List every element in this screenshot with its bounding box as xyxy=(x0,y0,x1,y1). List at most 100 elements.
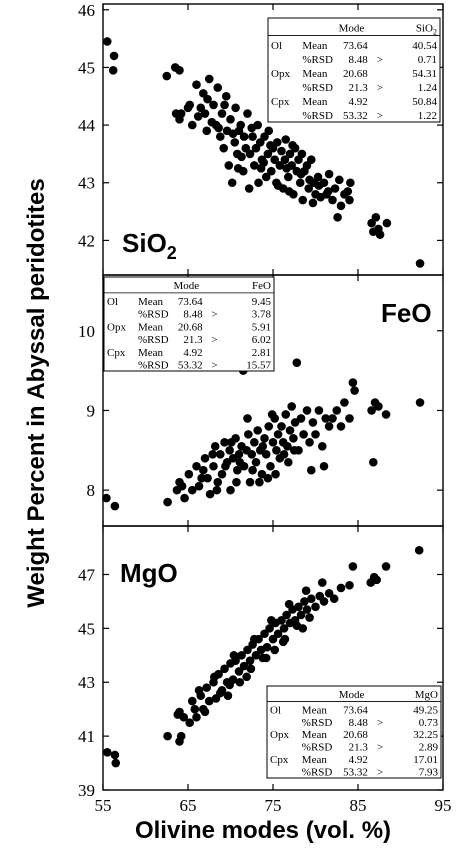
data-point xyxy=(207,117,217,127)
stats-table-cell: Opx xyxy=(270,729,289,741)
data-point xyxy=(371,213,381,222)
data-point xyxy=(194,686,204,695)
stats-table-cell: 40.54 xyxy=(412,40,437,52)
data-point xyxy=(414,545,424,555)
data-point xyxy=(285,149,295,159)
data-point xyxy=(199,465,208,475)
data-point xyxy=(194,481,204,491)
data-point xyxy=(226,115,235,124)
data-point xyxy=(375,230,385,239)
data-point xyxy=(333,213,342,222)
stats-table-cell: 73.64 xyxy=(343,704,368,716)
stats-table-cell: Mean xyxy=(302,68,328,80)
data-point xyxy=(264,126,274,136)
data-point xyxy=(328,414,337,423)
stats-table-cell: > xyxy=(211,359,217,371)
data-point xyxy=(236,120,245,130)
stats-table-cell: > xyxy=(211,334,217,346)
stats-table-cell: Cpx xyxy=(270,754,289,766)
data-point xyxy=(232,477,241,487)
data-point xyxy=(292,358,302,367)
data-point xyxy=(328,195,337,205)
data-point xyxy=(110,501,120,511)
panel-label-main: SiO xyxy=(122,228,167,258)
data-point xyxy=(227,178,237,188)
stats-table-cell: %RSD xyxy=(302,717,333,729)
data-point xyxy=(208,449,217,459)
stats-table-cell: 53.32 xyxy=(343,110,368,122)
stats-table-cell: 50.84 xyxy=(412,96,437,108)
stats-table-cell: %RSD xyxy=(138,309,169,321)
stats-table-cell: 2.89 xyxy=(419,742,439,754)
stats-table-cell: > xyxy=(377,54,383,66)
data-point xyxy=(302,605,312,614)
data-point xyxy=(192,712,201,722)
data-point xyxy=(301,586,311,595)
data-point xyxy=(192,461,201,471)
stats-table-cell: 2.81 xyxy=(252,347,271,359)
stats-table-cell: Ol xyxy=(270,704,281,716)
data-point xyxy=(308,418,318,427)
data-point xyxy=(282,164,291,173)
data-point xyxy=(348,378,358,387)
data-point xyxy=(273,629,283,639)
panel-mgo: 39 41 43 45 47 55 65 75 85 95 MgO Mode MgO Ol Mean 73.6… xyxy=(78,525,452,815)
y-tick-label: 9 xyxy=(87,401,96,420)
stats-table-header: Mode xyxy=(339,22,365,34)
data-point xyxy=(299,430,308,439)
data-point xyxy=(318,442,327,451)
data-point xyxy=(278,637,288,647)
stats-table-cell: > xyxy=(377,82,383,94)
y-tick-label: 44 xyxy=(78,116,96,135)
data-point xyxy=(245,656,255,665)
data-point xyxy=(415,259,425,268)
data-point xyxy=(187,120,197,130)
data-point xyxy=(324,589,334,598)
stats-table-header: SiO2 xyxy=(416,22,437,36)
data-point xyxy=(272,138,282,147)
data-point xyxy=(277,422,286,431)
data-point xyxy=(213,83,223,92)
data-point xyxy=(382,218,392,228)
data-point xyxy=(345,580,354,590)
data-point xyxy=(277,615,286,625)
data-point xyxy=(214,123,223,133)
data-point xyxy=(298,624,308,633)
data-point xyxy=(270,155,280,164)
stats-table-cell: Cpx xyxy=(271,96,290,108)
data-point xyxy=(217,469,227,479)
data-point xyxy=(200,453,210,463)
data-point xyxy=(261,449,271,459)
data-point xyxy=(313,172,323,182)
data-point xyxy=(324,169,334,179)
data-point xyxy=(369,457,378,467)
panel-label: MgO xyxy=(120,558,178,588)
data-point xyxy=(237,651,246,660)
data-point xyxy=(258,442,268,451)
y-tick-label: 43 xyxy=(78,673,95,692)
data-point xyxy=(251,651,261,660)
data-point xyxy=(324,422,334,431)
stats-table-cell: 4.92 xyxy=(183,347,202,359)
data-point xyxy=(270,645,280,655)
data-point xyxy=(162,71,172,81)
data-point xyxy=(219,143,228,153)
data-point xyxy=(220,438,229,447)
stats-table-cell: > xyxy=(377,717,383,729)
panel-label: SiO2 xyxy=(122,228,177,263)
stats-table-cell: 15.57 xyxy=(246,359,271,371)
data-point xyxy=(262,642,272,652)
data-point xyxy=(305,613,314,622)
stats-table-cell: 0.73 xyxy=(419,717,439,729)
y-tick-label: 42 xyxy=(78,231,95,250)
y-tick-label: 41 xyxy=(78,727,95,746)
stats-table-cell: 0.71 xyxy=(418,54,437,66)
stats-table-cell: 6.02 xyxy=(252,334,271,346)
x-tick-label: 85 xyxy=(350,796,367,815)
data-point xyxy=(245,149,255,159)
data-point xyxy=(250,438,259,447)
data-point xyxy=(237,152,246,162)
stats-table-cell: Mean xyxy=(138,321,164,333)
